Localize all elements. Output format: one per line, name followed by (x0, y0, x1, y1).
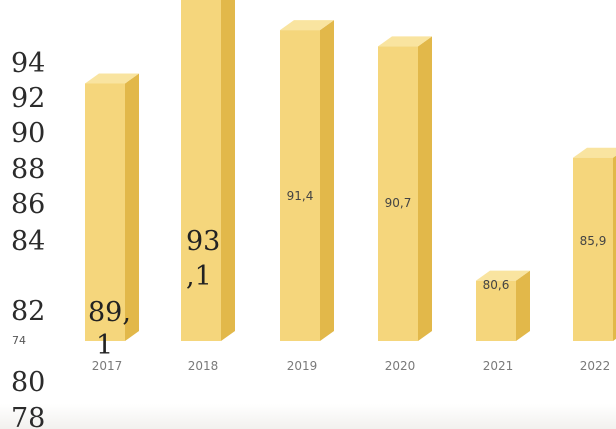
bar-front-2022 (573, 157, 613, 341)
bars-layer (85, 0, 616, 342)
bar-2021 (476, 270, 530, 341)
y-tick-90: 90 (11, 118, 45, 149)
bar-2017 (85, 73, 139, 341)
bar-top-2021 (476, 270, 530, 281)
bar-front-2018 (181, 0, 221, 342)
bar-top-2020 (378, 36, 432, 47)
bar-top-2017 (85, 73, 139, 84)
y-tick-80: 80 (11, 367, 45, 398)
bar-2018 (181, 0, 235, 342)
x-tick-2017: 2017 (92, 359, 123, 373)
y-tick-74: 74 (12, 334, 26, 347)
data-label-2022: 85,9 (580, 234, 607, 248)
bar-2020 (378, 36, 432, 342)
y-tick-86: 86 (11, 189, 45, 220)
bar-front-2020 (378, 46, 418, 342)
data-label-2018: 93,1 (186, 226, 220, 292)
y-tick-88: 88 (11, 154, 45, 185)
bar-side-2019 (320, 20, 334, 342)
x-tick-2018: 2018 (188, 359, 219, 373)
bar-side-2022 (613, 155, 616, 341)
bar-front-2021 (476, 280, 516, 341)
bar-top-2019 (280, 20, 334, 31)
y-tick-84: 84 (11, 226, 45, 257)
y-tick-78: 78 (11, 403, 45, 429)
y-tick-92: 92 (11, 83, 45, 114)
x-tick-2022: 2022 (580, 359, 611, 373)
data-label-2019: 91,4 (287, 189, 314, 203)
data-labels-layer: 89, 1 93,1 91,4 90,7 80,6 85,9 (88, 189, 606, 361)
x-tick-2020: 2020 (385, 359, 416, 373)
bar-side-2017 (125, 73, 139, 341)
y-tick-82: 82 (11, 296, 45, 327)
data-label-2020: 90,7 (385, 196, 412, 210)
bar-side-2020 (418, 36, 432, 342)
bar-side-2018 (221, 0, 235, 341)
x-tick-2021: 2021 (483, 359, 514, 373)
data-label-2021: 80,6 (483, 278, 510, 292)
bar-2022 (573, 147, 616, 341)
bar-side-2021 (516, 270, 530, 341)
data-label-2017: 89, 1 (88, 297, 131, 361)
bar-top-2022 (573, 147, 616, 158)
bar-front-2019 (280, 30, 320, 342)
chart-floor (0, 404, 616, 429)
bar-2019 (280, 20, 334, 342)
y-axis-tick-labels: 94 92 90 88 86 84 82 74 80 78 (11, 48, 45, 429)
x-axis-tick-labels: 2017 2018 2019 2020 2021 2022 (92, 359, 611, 373)
x-tick-2019: 2019 (287, 359, 318, 373)
y-tick-94: 94 (11, 48, 45, 79)
bar-front-2017 (85, 83, 125, 341)
